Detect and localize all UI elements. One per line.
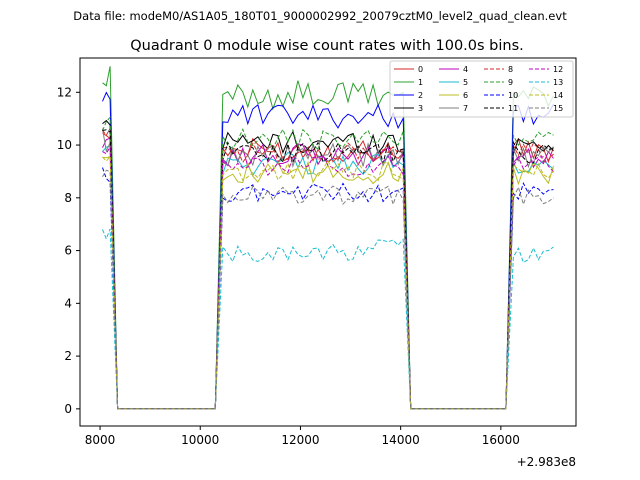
x-offset-label: +2.983e8 — [517, 455, 576, 469]
legend-label-2: 2 — [418, 91, 423, 100]
y-tick-label: 10 — [57, 138, 72, 152]
series-line-11 — [102, 129, 554, 410]
series-line-7 — [102, 128, 554, 410]
series-line-5 — [102, 145, 554, 410]
x-axis: 8000 10000 12000 14000 16000 — [85, 426, 520, 447]
x-tick-label: 12000 — [281, 433, 319, 447]
series-line-12 — [102, 144, 554, 410]
legend-label-15: 15 — [553, 104, 563, 113]
y-axis: 0 2 4 6 8 10 12 — [57, 85, 80, 416]
chart-title: Quadrant 0 module wise count rates with … — [130, 38, 524, 54]
y-tick-label: 12 — [57, 85, 72, 99]
y-tick-label: 4 — [64, 296, 72, 310]
y-tick-label: 0 — [64, 402, 72, 416]
y-tick-label: 8 — [64, 191, 72, 205]
legend-label-12: 12 — [553, 65, 563, 74]
x-tick-label: 14000 — [382, 433, 420, 447]
series-line-10 — [102, 167, 554, 410]
legend-label-11: 11 — [508, 104, 518, 113]
plot-frame — [79, 57, 577, 427]
legend-label-0: 0 — [418, 65, 423, 74]
x-tick-label: 10000 — [181, 433, 219, 447]
legend-label-14: 14 — [553, 91, 563, 100]
legend-label-9: 9 — [508, 78, 513, 87]
x-tick-label: 8000 — [85, 433, 116, 447]
series-line-8 — [102, 126, 554, 410]
y-tick-label: 2 — [64, 349, 72, 363]
x-tick-label: 16000 — [482, 433, 520, 447]
legend-box — [389, 60, 574, 118]
series-line-4 — [102, 137, 554, 410]
series-line-14 — [102, 155, 554, 410]
series-line-0 — [102, 132, 554, 410]
legend-label-1: 1 — [418, 78, 423, 87]
legend-label-8: 8 — [508, 65, 513, 74]
plot-series — [102, 66, 554, 410]
legend-label-5: 5 — [463, 78, 468, 87]
legend-label-13: 13 — [553, 78, 563, 87]
series-line-3 — [102, 119, 554, 410]
series-line-2 — [102, 91, 554, 410]
series-line-6 — [102, 155, 554, 410]
legend-label-7: 7 — [463, 104, 468, 113]
y-tick-label: 6 — [64, 244, 72, 258]
series-line-1 — [102, 66, 554, 410]
legend-label-4: 4 — [463, 65, 468, 74]
legend-label-6: 6 — [463, 91, 468, 100]
legend-label-3: 3 — [418, 104, 423, 113]
series-line-13 — [102, 228, 554, 410]
legend-label-10: 10 — [508, 91, 518, 100]
series-line-15 — [102, 169, 554, 410]
chart-suptitle: Data file: modeM0/AS1A05_180T01_90000029… — [73, 9, 567, 23]
